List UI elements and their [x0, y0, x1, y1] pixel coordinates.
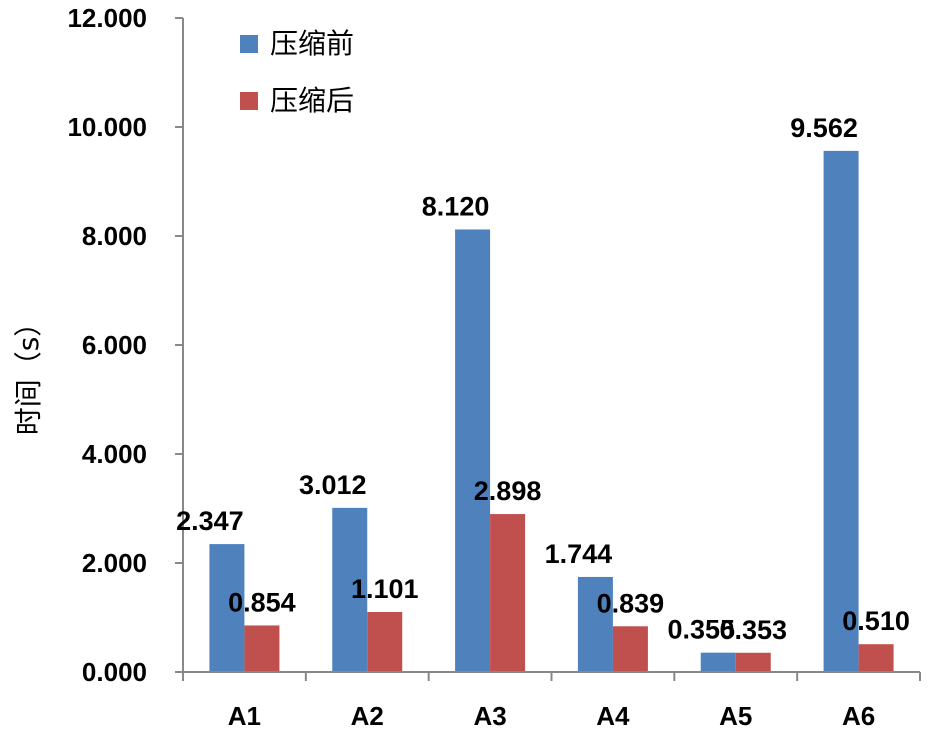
y-tick-label: 12.000: [67, 3, 147, 33]
y-tick-label: 2.000: [82, 548, 147, 578]
data-label-before: 3.012: [299, 470, 367, 500]
legend-swatch-before: [240, 35, 258, 53]
bar-after-compression: [612, 626, 648, 672]
y-tick-label: 10.000: [67, 112, 147, 142]
x-ticks: A1 A2 A3 A4 A5 A6: [182, 672, 921, 731]
bar-before-compression: [700, 652, 736, 672]
data-label-before: 9.562: [790, 113, 858, 143]
legend-label-before: 压缩前: [270, 27, 354, 60]
data-label-after: 0.839: [597, 588, 665, 618]
x-tick-label: A5: [719, 701, 752, 731]
y-tick-label: 0.000: [82, 657, 147, 687]
x-tick-label: A1: [228, 701, 261, 731]
x-tick-label: A3: [473, 701, 506, 731]
data-label-after: 0.353: [719, 615, 787, 645]
y-axis-title: 时间（s）: [12, 309, 45, 436]
y-ticks: 0.000 2.000 4.000 6.000 8.000 10.000 12.000: [67, 3, 183, 687]
data-label-before: 0.355: [667, 615, 735, 645]
bar-after-compression: [735, 652, 771, 672]
bar-before-compression: [209, 544, 245, 672]
bar-before-compression: [455, 229, 491, 672]
bar-after-compression: [858, 644, 894, 672]
data-label-before: 8.120: [422, 191, 490, 221]
data-label-after: 2.898: [474, 476, 542, 506]
bar-before-compression: [332, 507, 368, 672]
y-tick-label: 8.000: [82, 221, 147, 251]
bar-after-compression: [367, 611, 403, 672]
bar-before-compression: [823, 150, 859, 673]
legend-swatch-after: [240, 92, 258, 110]
x-tick-label: A2: [351, 701, 384, 731]
bars-layer: [209, 150, 894, 673]
data-labels: 2.347 3.012 8.120 1.744 0.355 9.562 0.854 1.101…: [176, 113, 910, 645]
data-label-after: 0.510: [842, 606, 910, 636]
data-label-after: 1.101: [351, 574, 419, 604]
x-tick-label: A4: [596, 701, 630, 731]
bar-after-compression: [490, 514, 526, 672]
legend: 压缩前 压缩后: [240, 27, 354, 117]
y-tick-label: 6.000: [82, 330, 147, 360]
legend-label-after: 压缩后: [270, 84, 354, 117]
data-label-before: 2.347: [176, 506, 244, 536]
bar-after-compression: [244, 625, 280, 672]
bar-before-compression: [577, 576, 613, 672]
data-label-after: 0.854: [228, 587, 296, 617]
x-tick-label: A6: [842, 701, 875, 731]
y-tick-label: 4.000: [82, 439, 147, 469]
data-label-before: 1.744: [545, 539, 613, 569]
